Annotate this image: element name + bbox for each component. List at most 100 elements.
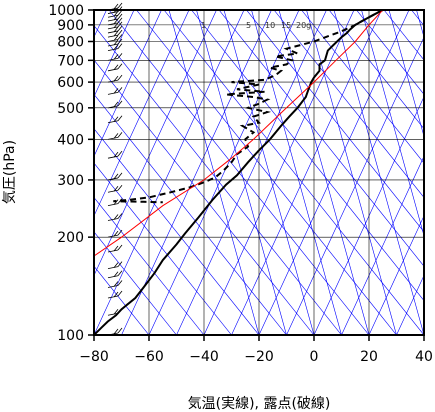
moist-adiabat-line <box>223 10 315 335</box>
wind-barbs <box>107 2 123 336</box>
moist-adiabat-line <box>278 10 370 335</box>
isotherm-line <box>203 10 355 335</box>
isotherm-line <box>94 10 135 98</box>
temperature-line <box>94 10 384 335</box>
wind-barb <box>107 280 123 288</box>
wind-barb <box>107 172 123 181</box>
x-tick-label: −40 <box>189 349 219 365</box>
x-tick-label: −20 <box>244 349 274 365</box>
isotherm-line <box>94 10 245 335</box>
y-tick-label: 100 <box>57 328 84 344</box>
plot-series <box>94 10 384 335</box>
y-tick-label: 900 <box>57 18 84 34</box>
x-axis-ticks: −80 −60 −40 −20 0 20 40 <box>79 335 433 365</box>
wind-barb <box>107 184 123 193</box>
wind-barb <box>107 53 123 61</box>
wind-barb <box>107 9 123 18</box>
x-tick-label: 40 <box>415 349 433 365</box>
isotherm-line <box>94 10 190 217</box>
wind-barb <box>107 327 123 336</box>
isotherm-line <box>231 10 382 335</box>
dry-adiabat-line <box>191 10 424 302</box>
y-tick-label: 600 <box>57 75 84 91</box>
x-tick-label: 20 <box>360 349 378 365</box>
dry-adiabat-line <box>163 10 424 335</box>
isotherm-line <box>94 10 217 277</box>
wind-barb <box>107 25 123 34</box>
mixing-ratio-labels: 1 5 10 15 20g <box>201 21 311 30</box>
wind-barb <box>107 198 123 207</box>
mixing-ratio-label: 20g <box>296 21 311 30</box>
wind-barb <box>107 213 123 221</box>
y-tick-label: 800 <box>57 34 84 50</box>
moist-adiabat-line <box>251 10 342 335</box>
y-tick-label: 400 <box>57 132 84 148</box>
dry-adiabat-line <box>328 10 424 130</box>
dry-adiabat-line <box>136 10 397 335</box>
y-tick-label: 300 <box>57 173 84 189</box>
wind-barb <box>107 308 123 316</box>
dry-adiabat-line <box>94 265 150 335</box>
y-tick-label: 200 <box>57 230 84 246</box>
wind-barb <box>107 270 123 279</box>
mixing-ratio-label: 5 <box>246 21 251 30</box>
y-tick-label: 700 <box>57 53 84 69</box>
isotherm-line <box>121 10 272 335</box>
wind-barb <box>107 29 123 38</box>
dry-adiabat-line <box>94 25 342 335</box>
isotherm-line <box>286 36 424 335</box>
parcel-path-line <box>94 10 384 257</box>
isotherm-line <box>341 155 424 335</box>
dry-adiabat-line <box>94 128 260 335</box>
dry-adiabat-line <box>218 10 424 267</box>
dry-adiabat-line <box>301 10 424 164</box>
y-axis-label: 気圧(hPa) <box>2 140 18 204</box>
wind-barb <box>107 244 123 253</box>
mixing-ratio-label: 1 <box>201 21 206 30</box>
isotherm-line <box>396 274 424 335</box>
wind-barb <box>107 74 123 83</box>
moist-adiabat-line <box>196 10 287 335</box>
wind-barb <box>107 132 123 140</box>
dry-adiabat-line <box>94 162 232 335</box>
isotherm-line <box>94 10 162 157</box>
y-tick-label: 500 <box>57 101 84 117</box>
moist-adiabat-line <box>361 10 424 237</box>
isotherm-line <box>258 10 410 335</box>
y-tick-label: 1000 <box>48 3 84 19</box>
moist-adiabat-line <box>388 10 424 138</box>
x-tick-label: 0 <box>310 349 319 365</box>
wind-barb <box>107 87 123 95</box>
dry-adiabat-line <box>94 93 287 335</box>
wind-barb <box>107 115 123 124</box>
moist-adiabat-line <box>306 10 397 335</box>
dry-adiabat-line <box>94 59 315 335</box>
dewpoint-line <box>113 10 384 204</box>
wind-barb <box>107 100 123 109</box>
wind-barb <box>107 17 123 26</box>
wind-barb <box>107 229 123 238</box>
dry-adiabat-line <box>94 231 177 335</box>
mixing-ratio-label: 10 <box>265 21 275 30</box>
wind-barb <box>107 34 123 42</box>
wind-barb <box>107 21 123 30</box>
isotherm-line <box>176 10 327 335</box>
wind-barb <box>107 63 123 72</box>
x-axis-label: 気温(実線), 露点(破線) <box>188 396 331 412</box>
wind-barb <box>107 43 123 51</box>
wind-barb <box>107 38 123 47</box>
dry-adiabat-line <box>94 197 205 335</box>
x-tick-label: −80 <box>79 349 109 365</box>
wind-barb <box>107 150 123 159</box>
isotherm-line <box>423 334 424 335</box>
wind-barb <box>107 13 123 22</box>
dry-adiabat-line <box>356 10 424 95</box>
isotherm-line <box>313 95 424 335</box>
isotherm-line <box>148 10 300 335</box>
wind-barb <box>107 290 123 299</box>
dry-adiabat-line <box>246 10 424 233</box>
wind-barb <box>107 261 123 270</box>
isotherm-line <box>368 215 424 335</box>
